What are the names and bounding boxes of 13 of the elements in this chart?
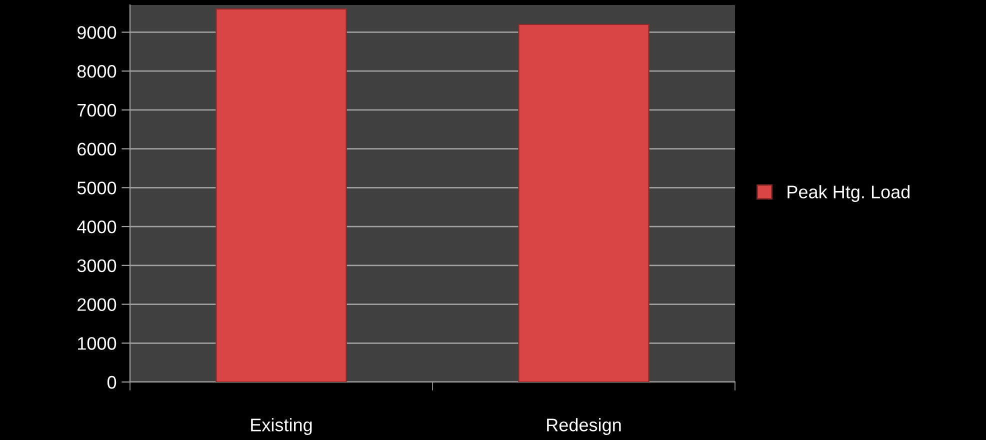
y-tick-label: 6000	[78, 142, 116, 156]
x-tick-label: Existing	[251, 418, 312, 435]
y-tick-label: 4000	[77, 220, 116, 234]
y-tick-label: 8000	[77, 65, 116, 78]
y-tick-label: 2000	[78, 298, 116, 311]
x-tick-label: Redesign	[547, 418, 621, 435]
y-tick-label: 9000	[77, 26, 116, 39]
y-tick-label: 7000	[78, 104, 116, 117]
y-tick-label: 3000	[77, 259, 116, 272]
y-tick-label: 5000	[77, 182, 116, 194]
y-tick-label: 0	[107, 376, 116, 389]
y-tick-label: 1000	[78, 337, 116, 350]
legend-label: Peak Htg. Load	[788, 185, 910, 202]
